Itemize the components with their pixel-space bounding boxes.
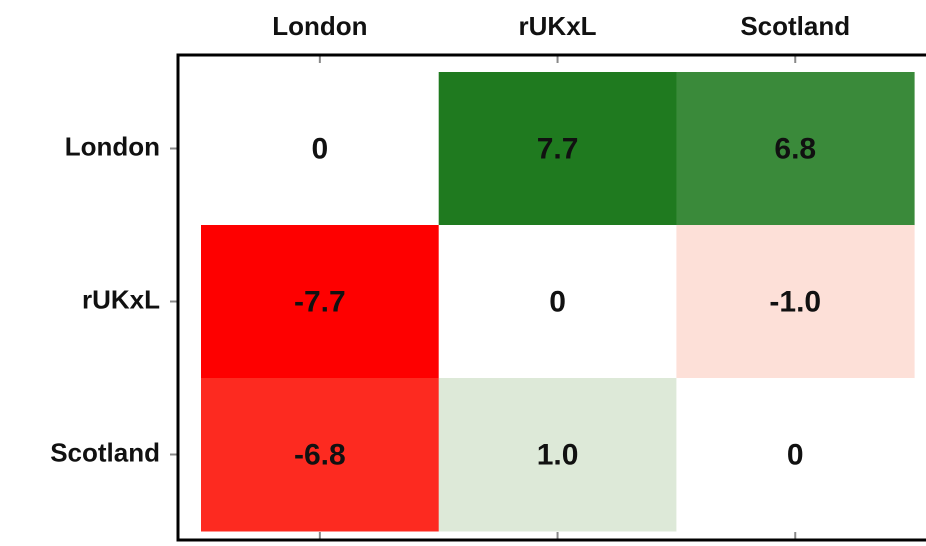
cell-label: 1.0 (537, 438, 579, 471)
heat-cell (676, 378, 915, 532)
heat-cell (676, 225, 915, 379)
heat-cell (201, 225, 440, 379)
cell-label: -7.7 (294, 285, 346, 318)
cell-label: -1.0 (769, 285, 821, 318)
y-tick-label: rUKxL (82, 284, 160, 314)
panel-border (176, 53, 926, 542)
y-tick-label: Scotland (50, 437, 160, 467)
cell-label: 6.8 (774, 132, 816, 165)
cell-label: 0 (549, 285, 566, 318)
heat-cell (201, 72, 440, 226)
cell-label: 0 (312, 132, 329, 165)
heat-cell (438, 378, 677, 532)
x-tick-label: rUKxL (519, 11, 597, 41)
y-tick-label: London (65, 131, 160, 161)
x-tick-label: Scotland (740, 11, 850, 41)
heat-cell (201, 378, 440, 532)
heat-cell (676, 72, 915, 226)
cell-label: 0 (787, 438, 804, 471)
x-tick-label: London (272, 11, 367, 41)
heat-cell (438, 225, 677, 379)
cell-label: -6.8 (294, 438, 346, 471)
heat-cell (438, 72, 677, 226)
cell-label: 7.7 (537, 132, 579, 165)
